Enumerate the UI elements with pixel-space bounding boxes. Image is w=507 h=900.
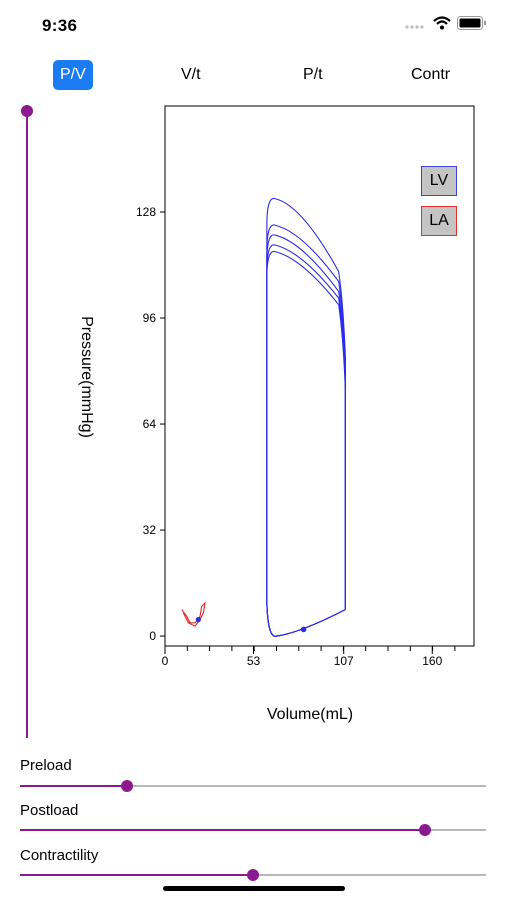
lv-loop — [266, 250, 346, 637]
y-tick-label: 32 — [143, 523, 157, 537]
lv-loop — [266, 224, 346, 637]
lv-loop — [266, 244, 346, 637]
lv-marker — [300, 626, 307, 633]
tab-contr[interactable]: Contr — [404, 60, 457, 90]
legend-lv-button[interactable]: LV — [421, 166, 457, 196]
la-marker — [195, 616, 202, 623]
preload-slider[interactable] — [20, 779, 486, 793]
status-icons — [405, 16, 487, 35]
pv-chart: 0 32 64 96 128 0 53 107 160 Volume(mL) Pressure… — [78, 105, 475, 723]
y-axis: 0 32 64 96 128 — [136, 205, 165, 643]
la-series — [181, 602, 206, 627]
lv-series — [266, 197, 346, 637]
x-axis-title: Volume(mL) — [267, 706, 353, 723]
x-tick-label: 160 — [422, 654, 442, 668]
y-tick-label: 96 — [143, 311, 157, 325]
battery-icon — [457, 16, 487, 35]
lv-loop — [266, 197, 346, 637]
vertical-slider-thumb[interactable] — [21, 105, 33, 117]
postload-slider-thumb[interactable] — [419, 824, 432, 836]
vertical-slider[interactable] — [26, 110, 28, 738]
lv-loop — [266, 234, 346, 637]
status-bar: 9:36 — [0, 0, 507, 50]
x-tick-label: 0 — [162, 654, 169, 668]
tab-pt[interactable]: P/t — [296, 60, 330, 90]
cellular-dots-icon — [405, 17, 427, 35]
tab-vt[interactable]: V/t — [174, 60, 208, 90]
y-tick-label: 64 — [143, 417, 157, 431]
y-axis-title: Pressure(mmHg) — [78, 316, 95, 438]
y-tick-label: 0 — [149, 629, 156, 643]
x-axis: 0 53 107 160 — [162, 646, 456, 668]
contractility-label: Contractility — [20, 847, 99, 864]
legend-la-button[interactable]: LA — [421, 206, 457, 236]
wifi-icon — [433, 16, 451, 35]
contractility-slider-thumb[interactable] — [247, 869, 259, 881]
y-tick-label: 128 — [136, 205, 156, 219]
status-time: 9:36 — [42, 16, 78, 35]
x-tick-label: 53 — [247, 654, 261, 668]
preload-label: Preload — [20, 757, 72, 774]
la-loop — [181, 602, 206, 627]
x-tick-label: 107 — [334, 654, 354, 668]
tab-bar: P/V V/t P/t Contr — [0, 60, 507, 92]
contractility-slider[interactable] — [20, 868, 486, 882]
tab-pv[interactable]: P/V — [53, 60, 93, 90]
preload-slider-thumb[interactable] — [121, 780, 134, 792]
postload-label: Postload — [20, 802, 79, 819]
home-indicator — [163, 886, 345, 891]
plot-frame — [164, 105, 475, 647]
postload-slider[interactable] — [20, 823, 486, 837]
